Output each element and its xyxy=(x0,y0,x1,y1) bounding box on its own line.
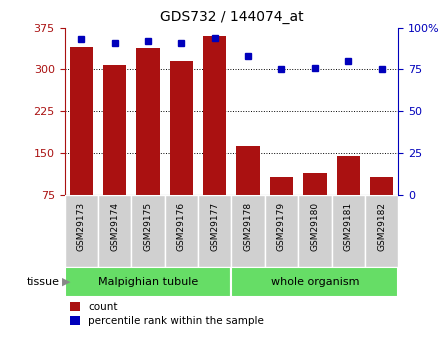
Bar xyxy=(270,177,293,195)
Bar xyxy=(198,195,231,267)
Bar xyxy=(103,65,126,195)
Text: GSM29181: GSM29181 xyxy=(344,202,353,251)
Bar xyxy=(65,195,98,267)
Text: whole organism: whole organism xyxy=(271,277,359,287)
Bar xyxy=(69,47,93,195)
Bar xyxy=(265,195,298,267)
Bar xyxy=(298,195,332,267)
Bar xyxy=(136,48,160,195)
Text: Malpighian tubule: Malpighian tubule xyxy=(98,277,198,287)
Bar xyxy=(131,195,165,267)
Bar xyxy=(236,146,260,195)
Bar xyxy=(203,36,227,195)
Bar xyxy=(170,61,193,195)
Bar xyxy=(98,195,131,267)
Text: GSM29175: GSM29175 xyxy=(143,202,153,251)
Bar xyxy=(231,267,398,297)
Bar xyxy=(165,195,198,267)
Bar xyxy=(336,156,360,195)
Text: GSM29173: GSM29173 xyxy=(77,202,86,251)
Bar xyxy=(231,195,265,267)
Text: tissue: tissue xyxy=(27,277,60,287)
Text: GSM29182: GSM29182 xyxy=(377,202,386,251)
Bar xyxy=(65,267,231,297)
Text: GSM29174: GSM29174 xyxy=(110,202,119,251)
Text: ▶: ▶ xyxy=(62,277,71,287)
Legend: count, percentile rank within the sample: count, percentile rank within the sample xyxy=(70,302,264,326)
Bar xyxy=(365,195,398,267)
Text: GSM29177: GSM29177 xyxy=(210,202,219,251)
Title: GDS732 / 144074_at: GDS732 / 144074_at xyxy=(160,10,303,24)
Text: GSM29178: GSM29178 xyxy=(243,202,253,251)
Bar xyxy=(332,195,365,267)
Text: GSM29180: GSM29180 xyxy=(310,202,320,251)
Bar xyxy=(303,172,327,195)
Bar xyxy=(370,177,393,195)
Text: GSM29176: GSM29176 xyxy=(177,202,186,251)
Text: GSM29179: GSM29179 xyxy=(277,202,286,251)
